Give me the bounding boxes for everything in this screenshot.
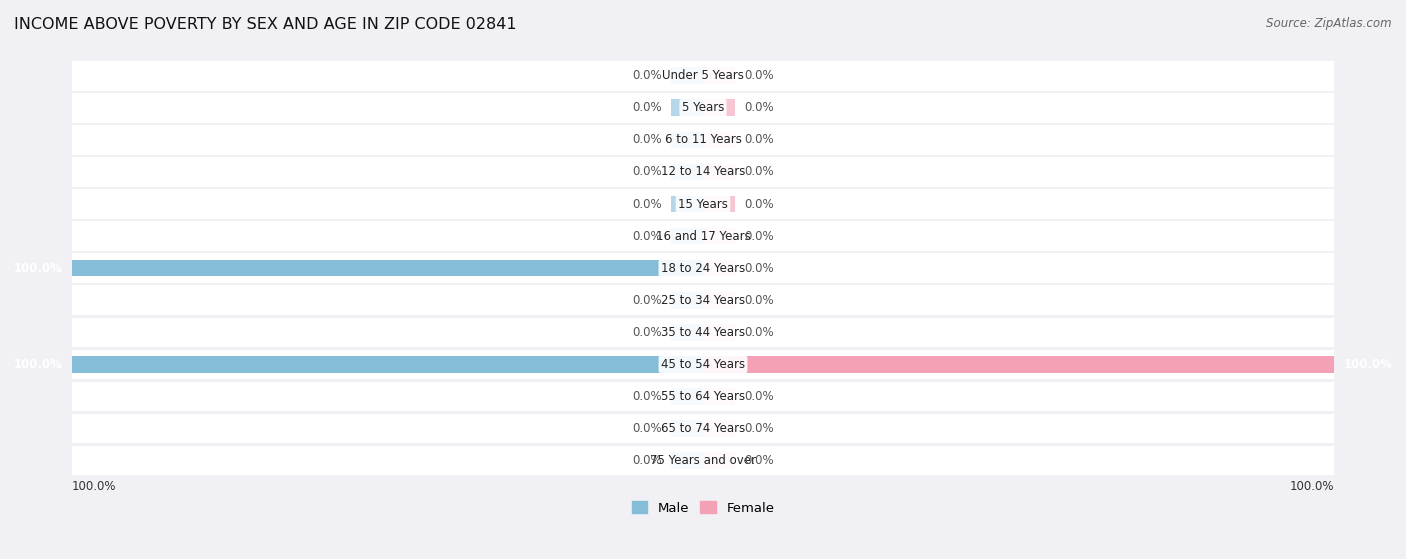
- Bar: [72, 190, 1334, 219]
- Bar: [672, 196, 703, 212]
- Bar: [72, 260, 703, 277]
- Text: 5 Years: 5 Years: [682, 101, 724, 115]
- Text: 0.0%: 0.0%: [744, 390, 773, 403]
- Text: 0.0%: 0.0%: [744, 293, 773, 307]
- Text: 65 to 74 Years: 65 to 74 Years: [661, 422, 745, 435]
- Text: 100.0%: 100.0%: [14, 262, 63, 274]
- Bar: [72, 157, 1334, 187]
- Text: 100.0%: 100.0%: [72, 480, 117, 493]
- Text: 12 to 14 Years: 12 to 14 Years: [661, 165, 745, 178]
- Text: 0.0%: 0.0%: [633, 454, 662, 467]
- Text: 0.0%: 0.0%: [633, 69, 662, 82]
- Text: 100.0%: 100.0%: [14, 358, 63, 371]
- Bar: [703, 420, 734, 437]
- Text: 45 to 54 Years: 45 to 54 Years: [661, 358, 745, 371]
- Bar: [703, 196, 734, 212]
- Bar: [72, 414, 1334, 443]
- Text: 6 to 11 Years: 6 to 11 Years: [665, 134, 741, 146]
- Text: Under 5 Years: Under 5 Years: [662, 69, 744, 82]
- Text: INCOME ABOVE POVERTY BY SEX AND AGE IN ZIP CODE 02841: INCOME ABOVE POVERTY BY SEX AND AGE IN Z…: [14, 17, 516, 32]
- Bar: [703, 356, 1334, 373]
- Bar: [703, 131, 734, 148]
- Bar: [672, 420, 703, 437]
- Text: 0.0%: 0.0%: [744, 69, 773, 82]
- Bar: [72, 356, 703, 373]
- Text: 0.0%: 0.0%: [633, 326, 662, 339]
- Bar: [672, 164, 703, 181]
- Bar: [672, 452, 703, 469]
- Text: 0.0%: 0.0%: [633, 101, 662, 115]
- Text: 25 to 34 Years: 25 to 34 Years: [661, 293, 745, 307]
- Bar: [72, 318, 1334, 347]
- Text: 100.0%: 100.0%: [1343, 358, 1392, 371]
- Bar: [672, 131, 703, 148]
- Text: 0.0%: 0.0%: [633, 390, 662, 403]
- Bar: [72, 61, 1334, 91]
- Bar: [703, 68, 734, 84]
- Legend: Male, Female: Male, Female: [626, 496, 780, 520]
- Bar: [703, 228, 734, 244]
- Bar: [72, 382, 1334, 411]
- Bar: [703, 260, 734, 277]
- Bar: [703, 164, 734, 181]
- Text: 0.0%: 0.0%: [633, 134, 662, 146]
- Bar: [703, 292, 734, 309]
- Text: 0.0%: 0.0%: [744, 454, 773, 467]
- Bar: [72, 349, 1334, 379]
- Text: 18 to 24 Years: 18 to 24 Years: [661, 262, 745, 274]
- Bar: [72, 446, 1334, 475]
- Text: 16 and 17 Years: 16 and 17 Years: [655, 230, 751, 243]
- Bar: [672, 228, 703, 244]
- Text: 0.0%: 0.0%: [744, 326, 773, 339]
- Text: 75 Years and over: 75 Years and over: [650, 454, 756, 467]
- Text: 0.0%: 0.0%: [744, 230, 773, 243]
- Bar: [72, 253, 1334, 283]
- Bar: [703, 388, 734, 405]
- Bar: [703, 100, 734, 116]
- Bar: [672, 100, 703, 116]
- Bar: [72, 93, 1334, 122]
- Bar: [703, 452, 734, 469]
- Bar: [72, 125, 1334, 155]
- Bar: [672, 388, 703, 405]
- Text: 15 Years: 15 Years: [678, 197, 728, 211]
- Text: 0.0%: 0.0%: [744, 422, 773, 435]
- Bar: [672, 324, 703, 340]
- Text: 100.0%: 100.0%: [1289, 480, 1334, 493]
- Text: 0.0%: 0.0%: [744, 197, 773, 211]
- Bar: [672, 68, 703, 84]
- Text: 0.0%: 0.0%: [744, 262, 773, 274]
- Text: 0.0%: 0.0%: [744, 134, 773, 146]
- Text: 0.0%: 0.0%: [744, 101, 773, 115]
- Text: 0.0%: 0.0%: [633, 422, 662, 435]
- Text: Source: ZipAtlas.com: Source: ZipAtlas.com: [1267, 17, 1392, 30]
- Text: 0.0%: 0.0%: [633, 230, 662, 243]
- Bar: [72, 221, 1334, 251]
- Bar: [703, 324, 734, 340]
- Text: 55 to 64 Years: 55 to 64 Years: [661, 390, 745, 403]
- Text: 0.0%: 0.0%: [633, 197, 662, 211]
- Text: 0.0%: 0.0%: [633, 293, 662, 307]
- Text: 0.0%: 0.0%: [633, 165, 662, 178]
- Bar: [672, 292, 703, 309]
- Bar: [72, 286, 1334, 315]
- Text: 35 to 44 Years: 35 to 44 Years: [661, 326, 745, 339]
- Text: 0.0%: 0.0%: [744, 165, 773, 178]
